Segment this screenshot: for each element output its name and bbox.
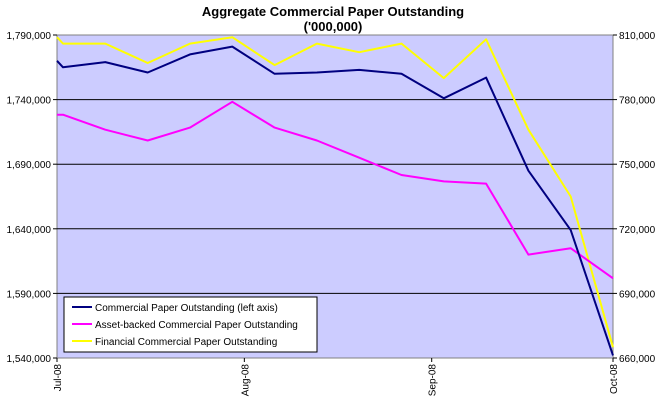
- legend-label-abcp: Asset-backed Commercial Paper Outstandin…: [95, 320, 298, 331]
- series-line-2: [56, 36, 614, 348]
- right-tick-label: 690,000: [619, 289, 656, 300]
- chart-subtitle: ('000,000): [304, 19, 363, 34]
- legend-label-cp: Commercial Paper Outstanding (left axis): [95, 303, 278, 314]
- right-tick-label: 780,000: [619, 96, 656, 107]
- legend-box: [63, 296, 318, 353]
- x-tick-label: Oct-08: [609, 364, 620, 394]
- gridlines: [57, 99, 613, 294]
- series-line-0: [56, 45, 614, 356]
- right-tick-label: 660,000: [619, 354, 656, 365]
- left-axis: 1,540,000 1,590,000 1,640,000 1,690,000 1,74…: [7, 31, 57, 365]
- legend: Commercial Paper Outstanding (left axis)…: [63, 296, 318, 353]
- left-tick-label: 1,540,000: [7, 354, 52, 365]
- right-axis: 660,000 690,000 720,000 750,000 780,000 810,0…: [613, 31, 656, 365]
- left-tick-label: 1,640,000: [7, 225, 52, 236]
- left-tick-label: 1,790,000: [7, 31, 52, 42]
- x-tick-label: Sep-08: [428, 364, 439, 397]
- series-layer: [56, 36, 614, 356]
- chart-title: Aggregate Commercial Paper Outstanding: [202, 4, 464, 19]
- left-tick-label: 1,590,000: [7, 289, 52, 300]
- right-tick-label: 810,000: [619, 31, 656, 42]
- left-tick-label: 1,740,000: [7, 96, 52, 107]
- x-tick-label: Jul-08: [53, 364, 64, 392]
- series-line-1: [57, 100, 614, 280]
- x-axis: Jul-08 Aug-08 Sep-08 Oct-08: [53, 358, 620, 396]
- legend-label-fcp: Financial Commercial Paper Outstanding: [95, 337, 277, 348]
- right-tick-label: 720,000: [619, 225, 656, 236]
- x-tick-label: Aug-08: [240, 364, 251, 397]
- right-tick-label: 750,000: [619, 160, 656, 171]
- left-tick-label: 1,690,000: [7, 160, 52, 171]
